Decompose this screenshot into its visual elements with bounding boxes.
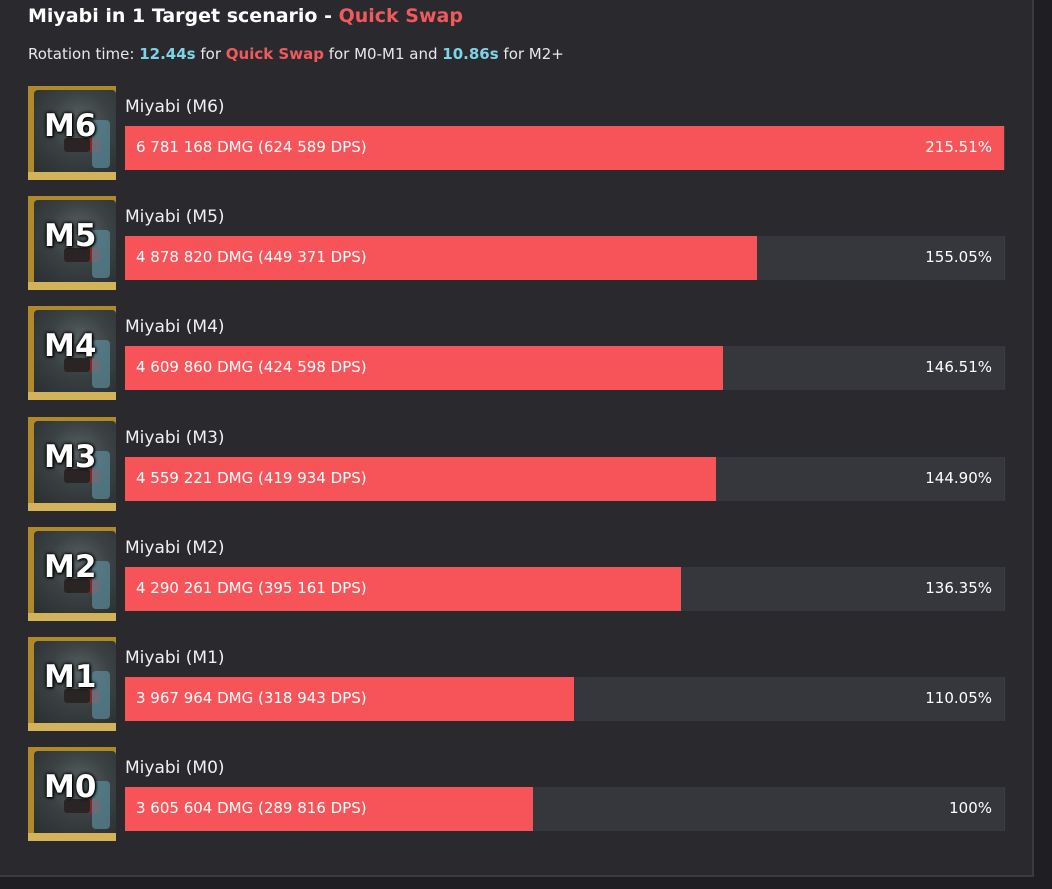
bar-row: M1 Miyabi (M1) 3 967 964 DMG (318 943 DPS)… [28, 637, 1008, 733]
bar [125, 787, 533, 832]
mindscape-badge: M2 [44, 548, 97, 585]
bar-track: 4 559 221 DMG (419 934 DPS) 144.90% [125, 456, 1005, 501]
bar-row: M0 Miyabi (M0) 3 605 604 DMG (289 816 DPS)… [28, 747, 1008, 843]
chart-panel: Miyabi in 1 Target scenario - Quick Swap… [0, 0, 1034, 877]
portrait-frame-strip [28, 833, 116, 842]
bar-category-label: Miyabi (M3) [125, 427, 225, 448]
percent-label: 144.90% [925, 468, 992, 487]
bar [125, 346, 723, 391]
percent-label: 155.05% [925, 248, 992, 267]
damage-label: 4 290 261 DMG (395 161 DPS) [136, 578, 367, 597]
portrait-frame-strip [28, 723, 116, 731]
portrait-art [34, 420, 116, 503]
bar-category-label: Miyabi (M5) [125, 207, 225, 228]
chart-title: Miyabi in 1 Target scenario - Quick Swap [28, 5, 463, 27]
rotation-time-m0-m1: 12.44s [139, 45, 196, 63]
bar-row: M2 Miyabi (M2) 4 290 261 DMG (395 161 DPS)… [28, 526, 1008, 623]
rotation-subtitle: Rotation time: 12.44s for Quick Swap for… [28, 45, 564, 63]
bar-row: M4 Miyabi (M4) 4 609 860 DMG (424 598 DPS)… [28, 306, 1008, 402]
portrait-art [34, 90, 116, 172]
damage-label: 6 781 168 DMG (624 589 DPS) [136, 138, 367, 156]
bar-track: 6 781 168 DMG (624 589 DPS) 215.51% [125, 126, 1005, 170]
character-portrait: M1 [28, 637, 116, 731]
bar-track: 4 878 820 DMG (449 371 DPS) 155.05% [125, 236, 1005, 281]
bar-track: 3 605 604 DMG (289 816 DPS) 100% [125, 787, 1005, 832]
portrait-frame-strip [28, 612, 116, 621]
bar [125, 456, 716, 501]
portrait-art [34, 530, 116, 613]
portrait-frame-strip [28, 282, 116, 291]
percent-label: 136.35% [925, 578, 992, 597]
damage-label: 3 605 604 DMG (289 816 DPS) [136, 799, 367, 818]
bar-category-label: Miyabi (M0) [125, 758, 225, 779]
character-portrait: M2 [28, 526, 116, 621]
portrait-art [34, 200, 116, 283]
bar [125, 566, 681, 611]
bar-row: M5 Miyabi (M5) 4 878 820 DMG (449 371 DPS)… [28, 196, 1008, 292]
subtitle-suffix: for M2+ [498, 45, 564, 63]
character-portrait: M4 [28, 306, 116, 401]
mindscape-badge: M1 [44, 659, 97, 695]
character-portrait: M0 [28, 747, 116, 842]
subtitle-prefix: Rotation time: [28, 45, 140, 63]
bar [125, 236, 757, 281]
damage-label: 4 609 860 DMG (424 598 DPS) [136, 358, 367, 377]
bar [125, 126, 1004, 170]
portrait-art [34, 310, 116, 393]
portrait-frame-strip [28, 392, 116, 401]
character-portrait: M3 [28, 416, 116, 511]
bar-category-label: Miyabi (M2) [125, 537, 225, 558]
bar-track: 4 290 261 DMG (395 161 DPS) 136.35% [125, 566, 1005, 611]
mindscape-badge: M3 [44, 438, 97, 475]
portrait-frame-strip [28, 502, 116, 511]
bar-category-label: Miyabi (M1) [125, 648, 225, 668]
portrait-art [34, 641, 116, 723]
damage-label: 3 967 964 DMG (318 943 DPS) [136, 689, 367, 707]
character-portrait: M5 [28, 196, 116, 291]
rotation-time-m2-plus: 10.86s [442, 45, 499, 63]
percent-label: 100% [949, 799, 992, 818]
bar [125, 677, 574, 721]
mindscape-badge: M5 [44, 218, 97, 255]
mindscape-badge: M6 [44, 108, 97, 144]
damage-label: 4 559 221 DMG (419 934 DPS) [136, 468, 367, 487]
damage-label: 4 878 820 DMG (449 371 DPS) [136, 248, 367, 267]
subtitle-for: for [195, 45, 226, 63]
bar-track: 3 967 964 DMG (318 943 DPS) 110.05% [125, 677, 1005, 721]
subtitle-middle: for M0-M1 and [323, 45, 443, 63]
bar-track: 4 609 860 DMG (424 598 DPS) 146.51% [125, 346, 1005, 391]
bar-category-label: Miyabi (M6) [125, 97, 225, 117]
bar-row: M3 Miyabi (M3) 4 559 221 DMG (419 934 DPS)… [28, 416, 1008, 513]
subtitle-mode: Quick Swap [225, 45, 324, 63]
percent-label: 215.51% [925, 138, 992, 156]
mindscape-badge: M4 [44, 328, 97, 365]
bar-row: M6 Miyabi (M6) 6 781 168 DMG (624 589 DPS)… [28, 86, 1008, 182]
portrait-art [34, 751, 116, 834]
character-portrait: M6 [28, 86, 116, 180]
chart-title-mode: Quick Swap [338, 5, 463, 27]
portrait-frame-strip [28, 172, 116, 180]
percent-label: 110.05% [925, 689, 992, 707]
bar-category-label: Miyabi (M4) [125, 317, 225, 338]
mindscape-badge: M0 [44, 769, 97, 806]
percent-label: 146.51% [925, 358, 992, 377]
chart-title-main: Miyabi in 1 Target scenario - [28, 5, 339, 27]
